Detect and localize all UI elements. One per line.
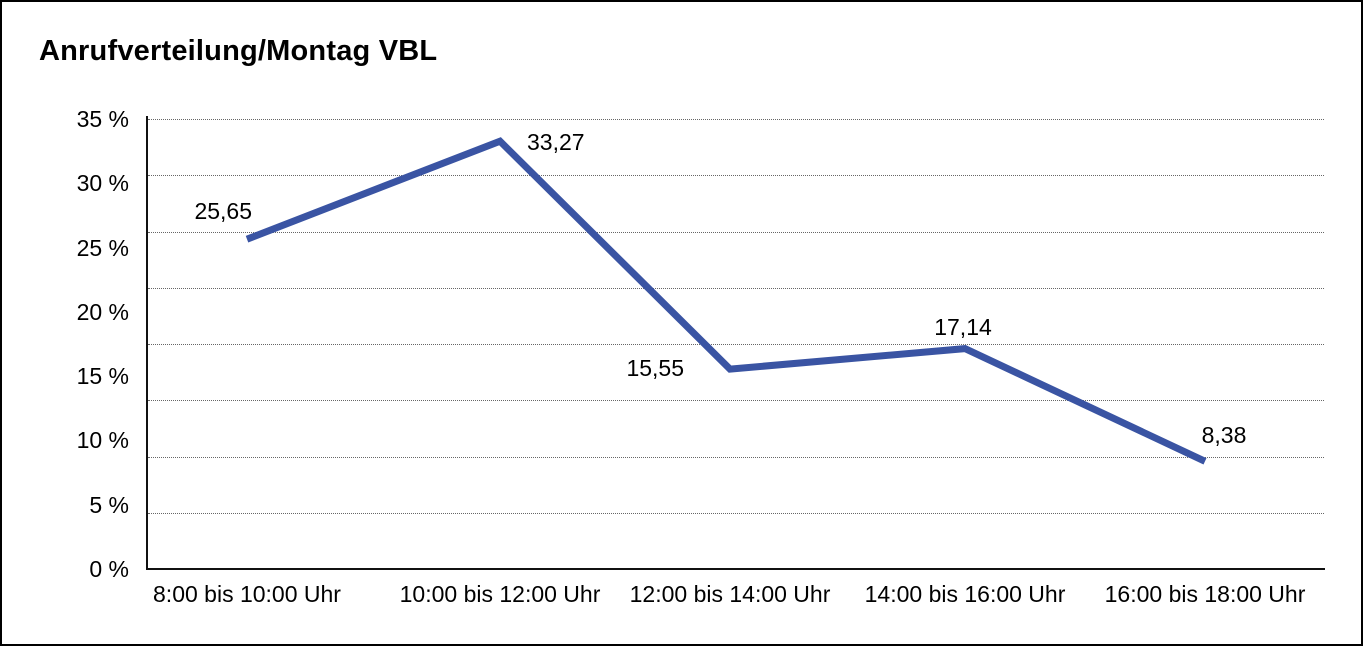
data-point-label: 8,38	[1201, 422, 1247, 448]
series-line	[245, 137, 1207, 465]
data-point-label: 25,65	[194, 198, 252, 224]
y-axis	[146, 116, 148, 570]
x-axis	[146, 568, 1325, 570]
x-tick-label: 14:00 bis 16:00 Uhr	[864, 581, 1066, 607]
h-gridline	[148, 400, 1324, 402]
h-gridline	[148, 287, 1324, 289]
h-gridline	[148, 231, 1324, 233]
y-tick-label: 20 %	[76, 299, 129, 325]
x-tick-label: 10:00 bis 12:00 Uhr	[399, 581, 601, 607]
x-tick-label: 8:00 bis 10:00 Uhr	[153, 581, 341, 607]
y-tick-label: 35 %	[76, 106, 129, 132]
h-gridline	[148, 512, 1324, 514]
y-tick-label: 5 %	[89, 492, 129, 518]
h-gridline	[148, 175, 1324, 177]
y-tick-label: 10 %	[76, 427, 129, 453]
h-gridline	[148, 344, 1324, 345]
data-point-label: 33,27	[527, 129, 585, 155]
data-point-label: 17,14	[934, 314, 992, 340]
y-tick-label: 30 %	[76, 170, 129, 196]
x-tick-label: 12:00 bis 14:00 Uhr	[629, 581, 831, 607]
y-tick-label: 0 %	[89, 556, 129, 582]
data-point-label: 15,55	[626, 355, 684, 381]
y-tick-label: 15 %	[76, 363, 129, 389]
x-tick-label: 16:00 bis 18:00 Uhr	[1104, 581, 1306, 607]
h-gridline	[148, 119, 1324, 120]
y-tick-label: 25 %	[76, 235, 129, 261]
h-gridline	[148, 456, 1324, 458]
chart-title: Anrufverteilung/Montag VBL	[39, 35, 438, 67]
